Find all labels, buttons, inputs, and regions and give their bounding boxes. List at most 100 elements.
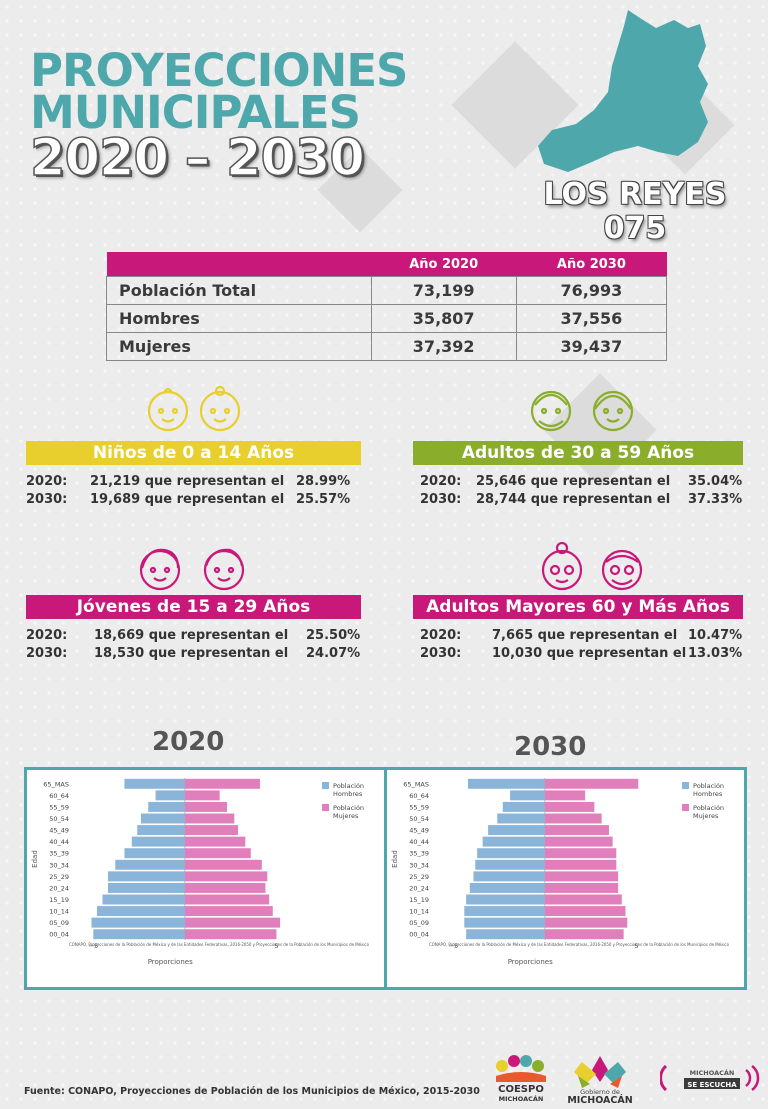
bar-hombres: [497, 813, 545, 824]
bar-hombres: [124, 778, 185, 789]
group-title-adultos: Adultos de 30 a 59 Años: [413, 441, 743, 465]
bar-mujeres: [544, 801, 595, 812]
bar-hombres: [467, 778, 545, 789]
bar-mujeres: [184, 882, 266, 893]
percent-value: 13.03%: [688, 646, 743, 661]
municipality-code: 075: [603, 211, 667, 246]
bar-mujeres: [544, 790, 586, 801]
y-tick-label: 15_19: [49, 896, 69, 904]
population-pyramid-2020: 00_04 05_09 10_14 15_19 20_24 25_29 30_34 35_39…: [27, 770, 384, 987]
year-label: 2020:: [420, 474, 462, 489]
y-tick-label: 05_09: [49, 919, 69, 927]
page-title-line2: MUNICIPALES: [30, 86, 361, 139]
y-tick-label: 65_MAS: [403, 780, 429, 788]
chart-title-2020: 2020: [152, 727, 225, 757]
bar-hombres: [464, 917, 545, 928]
bar-hombres: [140, 813, 185, 824]
bar-mujeres: [544, 871, 619, 882]
bar-hombres: [473, 871, 545, 882]
bar-mujeres: [544, 917, 628, 928]
bar-hombres: [131, 836, 185, 847]
value-text: 19,689 que representan el: [90, 492, 285, 507]
bar-mujeres: [544, 848, 617, 859]
legend-label: Población Mujeres: [693, 804, 724, 820]
y-tick-label: 65_MAS: [43, 780, 69, 788]
group-title-mayores: Adultos Mayores 60 y Más Años: [413, 595, 743, 619]
bar-hombres: [102, 894, 185, 905]
elderly-faces-icon: [541, 542, 643, 591]
year-label: 2030:: [26, 646, 68, 661]
table-row: Hombres 35,807 37,556: [106, 304, 668, 333]
bar-mujeres: [544, 906, 626, 917]
cell-2030: 76,993: [515, 276, 668, 305]
chart-title-2030: 2030: [514, 732, 587, 762]
coespo-logo-text: COESPO: [498, 1084, 544, 1095]
x-axis-label: Proporciones: [508, 958, 553, 966]
table-row: Población Total 73,199 76,993: [106, 276, 668, 305]
bar-hombres: [96, 906, 185, 917]
escucha-logo-subtext: SE ESCUCHA: [687, 1081, 737, 1089]
bar-mujeres: [184, 894, 270, 905]
bar-hombres: [482, 836, 545, 847]
value-text: 25,646 que representan el: [476, 474, 671, 489]
bar-hombres: [107, 882, 185, 893]
page-title-years: 2020 – 2030: [29, 129, 365, 188]
bar-mujeres: [544, 882, 619, 893]
bar-hombres: [107, 871, 185, 882]
bar-mujeres: [544, 825, 609, 836]
bar-hombres: [93, 929, 185, 940]
x-tick-label: −5: [89, 942, 99, 950]
y-tick-label: 45_49: [49, 827, 69, 835]
bar-mujeres: [544, 813, 602, 824]
y-tick-label: 20_24: [409, 884, 429, 892]
group-line-mayores-2030: 2030: 10,030 que representan el 13.03%: [420, 646, 745, 662]
chart-panel-2020: 00_04 05_09 10_14 15_19 20_24 25_29 30_34 35_39…: [24, 767, 387, 990]
municipality-name: LOS REYES: [543, 177, 727, 212]
percent-value: 10.47%: [688, 628, 743, 643]
group-title-jovenes: Jóvenes de 15 a 29 Años: [26, 595, 361, 619]
y-tick-label: 25_29: [49, 873, 69, 881]
bar-mujeres: [184, 859, 262, 870]
bar-mujeres: [184, 801, 227, 812]
row-label: Población Total: [106, 276, 372, 305]
x-tick-label: 5: [634, 942, 638, 950]
group-line-jovenes-2020: 2020: 18,669 que representan el 25.50%: [26, 628, 366, 644]
y-axis-label: Edad: [391, 850, 399, 868]
bar-mujeres: [544, 836, 613, 847]
value-text: 18,530 que representan el: [94, 646, 289, 661]
bar-hombres: [466, 894, 545, 905]
year-label: 2030:: [420, 646, 462, 661]
y-tick-label: 30_34: [49, 861, 69, 869]
bar-hombres: [475, 859, 545, 870]
cell-2020: 73,199: [370, 276, 517, 305]
y-axis-label: Edad: [31, 850, 39, 868]
bar-mujeres: [184, 917, 281, 928]
y-tick-label: 05_09: [409, 919, 429, 927]
y-tick-label: 10_14: [409, 908, 429, 916]
x-tick-label: 5: [274, 942, 278, 950]
bar-mujeres: [184, 790, 220, 801]
legend-swatch: [322, 804, 329, 811]
bar-mujeres: [184, 825, 238, 836]
population-table: Año 2020 Año 2030 Población Total 73,199…: [106, 252, 668, 361]
youth-faces-icon: [139, 548, 245, 591]
bar-mujeres: [544, 859, 617, 870]
bar-hombres: [155, 790, 185, 801]
bar-hombres: [469, 882, 545, 893]
year-label: 2020:: [26, 628, 68, 643]
row-label: Hombres: [106, 304, 372, 333]
y-tick-label: 25_29: [409, 873, 429, 881]
y-tick-label: 45_49: [409, 827, 429, 835]
bar-hombres: [115, 859, 185, 870]
page-title-line1: PROYECCIONES: [30, 44, 408, 97]
y-tick-label: 35_39: [49, 850, 69, 858]
gobierno-logo-text: Gobierno de: [580, 1088, 620, 1096]
group-line-ninos-2030: 2030: 19,689 que representan el 25.57%: [26, 492, 361, 508]
bar-mujeres: [184, 836, 246, 847]
population-pyramid-2030: 00_04 05_09 10_14 15_19 20_24 25_29 30_34 35_39…: [387, 770, 744, 987]
value-text: 10,030 que representan el: [492, 646, 687, 661]
value-text: 7,665 que representan el: [492, 628, 678, 643]
escucha-logo-text: MICHOACÁN: [690, 1068, 735, 1077]
chart-panel-2030: 00_04 05_09 10_14 15_19 20_24 25_29 30_34 35_39…: [384, 767, 747, 990]
y-tick-label: 50_54: [409, 815, 429, 823]
